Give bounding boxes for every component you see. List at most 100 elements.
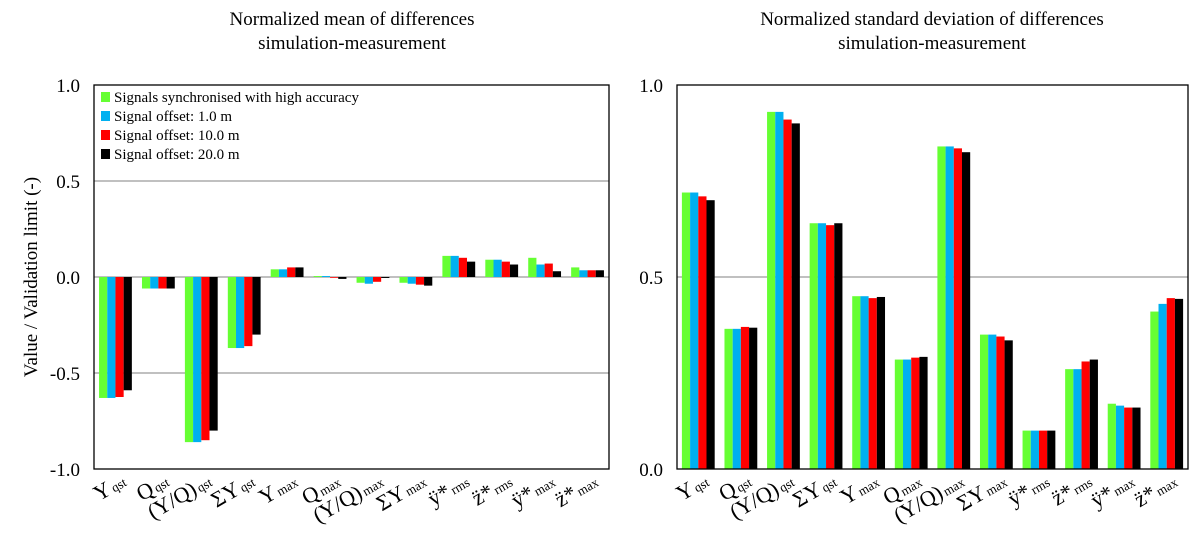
std-ytick-label: 0.5: [639, 268, 663, 289]
mean-bar: [270, 269, 279, 277]
std-xtick-label: ΣYqst: [788, 467, 841, 512]
mean-bar: [536, 264, 545, 277]
mean-bar: [424, 277, 433, 286]
mean-legend-swatch: [101, 92, 110, 102]
mean-bar: [466, 261, 476, 277]
mean-ytick-label: 1.0: [56, 76, 80, 97]
std-title-line-2: simulation-measurement: [838, 33, 1027, 54]
std-bar: [767, 111, 776, 469]
mean-bar: [193, 277, 202, 443]
mean-xtick-label: (Y/Q)qst: [143, 467, 216, 524]
std-chart: Normalized standard deviation of differe…: [639, 9, 1189, 528]
mean-bar: [166, 277, 175, 289]
mean-legend-swatch: [101, 149, 110, 159]
std-xtick-label: Yqst: [672, 467, 713, 505]
std-bar: [1073, 369, 1082, 469]
mean-bar: [579, 270, 588, 277]
std-bar: [868, 298, 877, 469]
std-bar: [876, 296, 886, 469]
mean-bar: [209, 277, 218, 431]
std-bar: [919, 356, 928, 469]
std-bar: [1065, 369, 1074, 469]
mean-bar: [287, 267, 296, 277]
mean-legend-swatch: [101, 130, 110, 140]
mean-bar: [201, 277, 210, 441]
mean-legend-label: Signal offset: 1.0 m: [114, 109, 232, 125]
mean-bar: [372, 277, 382, 282]
std-bar: [706, 200, 715, 469]
std-bar: [1022, 430, 1031, 469]
mean-legend-label: Signals synchronised with high accuracy: [114, 90, 359, 106]
mean-bar: [150, 277, 159, 289]
mean-legend-label: Signal offset: 10.0 m: [114, 128, 240, 144]
mean-bar: [244, 277, 253, 347]
mean-bar: [381, 277, 390, 278]
std-bar: [860, 296, 869, 469]
mean-bar: [595, 270, 604, 277]
std-bar: [953, 148, 962, 470]
mean-bar: [364, 277, 373, 284]
mean-bar: [338, 277, 347, 279]
std-xtick-label: (Y/Q)qst: [725, 467, 798, 524]
std-bar: [809, 223, 818, 469]
mean-bar: [571, 267, 580, 277]
mean-bar: [321, 276, 331, 277]
mean-bar: [528, 257, 537, 277]
std-bar: [698, 196, 707, 470]
mean-xtick-label: Ymax: [254, 467, 302, 509]
mean-bar: [450, 255, 459, 277]
std-bar: [681, 192, 691, 469]
std-bar: [749, 327, 758, 469]
mean-bar: [184, 277, 194, 443]
std-bar: [1115, 405, 1125, 469]
mean-ytick-label: -0.5: [50, 364, 80, 385]
std-bar: [961, 152, 971, 469]
mean-bar: [158, 277, 167, 289]
mean-bar: [493, 259, 502, 277]
mean-legend-swatch: [101, 111, 110, 121]
std-bar: [988, 334, 997, 469]
std-bar: [937, 146, 946, 469]
std-bar: [775, 111, 784, 469]
mean-bar: [458, 257, 467, 277]
mean-bar: [236, 277, 245, 349]
std-bar: [945, 146, 954, 469]
std-bar: [690, 192, 699, 469]
mean-xtick-label: Yqst: [89, 467, 130, 505]
std-bar: [791, 123, 800, 470]
std-bar: [826, 225, 835, 469]
std-xtick-label: ΣYmax: [952, 467, 1011, 515]
mean-ytick-label: 0.0: [56, 268, 80, 289]
mean-bar: [123, 277, 132, 391]
mean-bar: [107, 277, 116, 398]
std-bar: [1047, 430, 1056, 469]
mean-ytick-label: 0.5: [56, 172, 80, 193]
mean-plot-frame: [93, 84, 610, 470]
std-bar: [1124, 407, 1133, 469]
mean-bar: [485, 259, 494, 277]
mean-bar: [313, 276, 322, 277]
std-bar: [1158, 303, 1167, 469]
std-bar: [1030, 430, 1039, 469]
mean-bar: [115, 277, 124, 397]
mean-xtick-label: ΣYqst: [206, 467, 259, 512]
mean-xtick-label: ΣYmax: [372, 467, 431, 515]
std-title-line-1: Normalized standard deviation of differe…: [760, 9, 1104, 30]
std-xtick-label: ÿ*rms: [1003, 468, 1053, 511]
mean-y-axis-label: Value / Validation limit (-): [21, 177, 42, 377]
std-plot-frame: [676, 84, 1189, 470]
mean-ytick-label: -1.0: [50, 460, 80, 481]
std-bar: [903, 359, 912, 469]
mean-chart: Normalized mean of differences simulation…: [21, 9, 610, 528]
std-bar: [740, 326, 750, 469]
mean-bar: [330, 277, 339, 278]
mean-bar: [587, 270, 596, 277]
mean-bar: [415, 277, 425, 285]
mean-bar: [544, 263, 553, 277]
std-bar: [1089, 359, 1098, 469]
std-ytick-label: 0.0: [639, 460, 663, 481]
mean-bar: [227, 277, 237, 349]
std-xtick-label: Ymax: [836, 467, 884, 509]
std-bar: [911, 357, 920, 469]
